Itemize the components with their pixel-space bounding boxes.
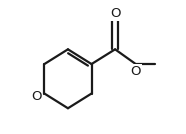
Text: O: O: [110, 8, 120, 21]
Text: O: O: [131, 65, 141, 78]
Text: O: O: [31, 90, 41, 103]
